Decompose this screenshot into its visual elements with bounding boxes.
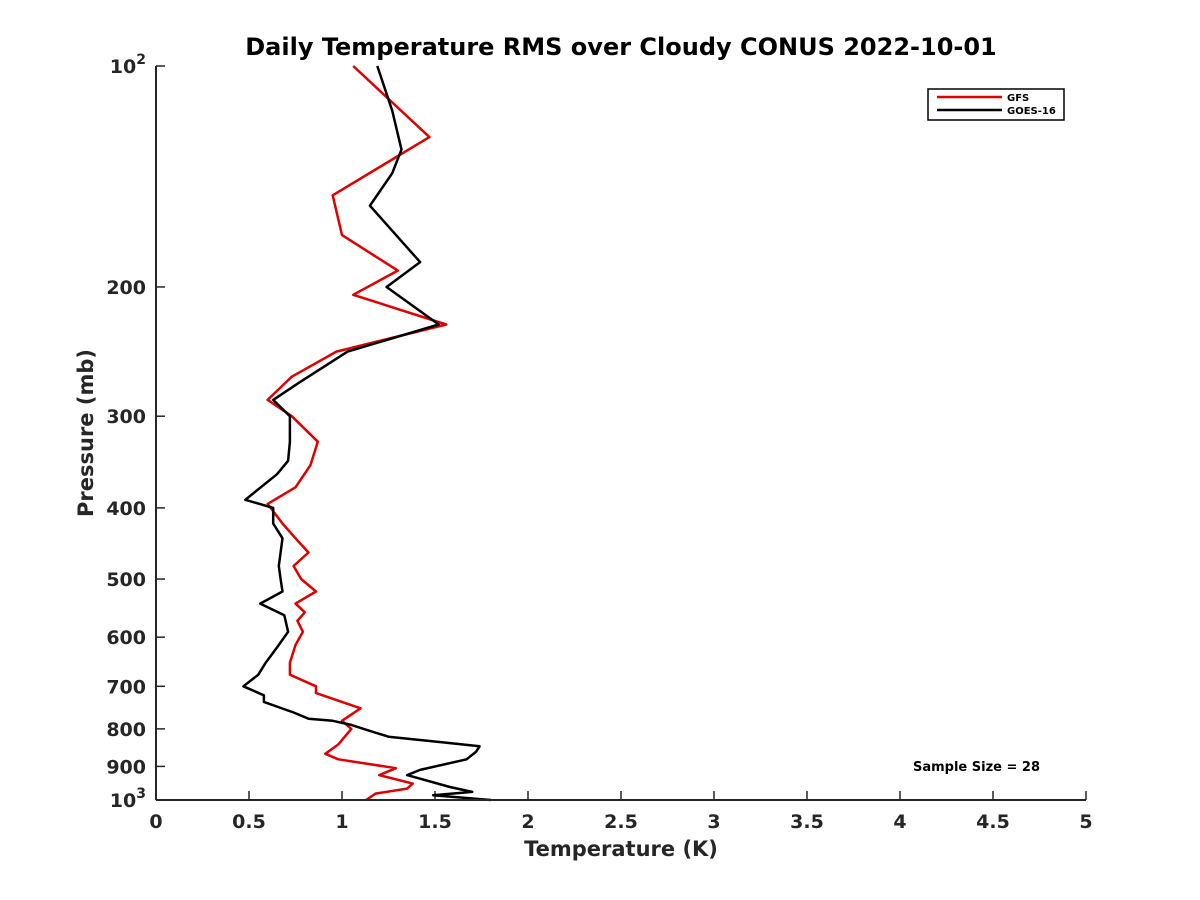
series-line-goes16 (242, 65, 491, 802)
y-tick-label: 600 (106, 627, 146, 649)
x-tick-label: 1 (335, 811, 348, 833)
y-tick-label-base: 600 (106, 627, 146, 649)
x-tick-label: 5 (1079, 811, 1092, 833)
y-tick-label: 300 (106, 406, 146, 428)
x-tick-label: 1.5 (418, 811, 452, 833)
y-tick-label: 500 (106, 569, 146, 591)
chart-title: Daily Temperature RMS over Cloudy CONUS … (245, 33, 997, 61)
x-tick-label: 2.5 (604, 811, 638, 833)
y-tick-label-base: 900 (106, 756, 146, 778)
y-tick-label: 103 (110, 786, 146, 812)
plot-area (156, 66, 1086, 800)
y-tick-label: 800 (106, 719, 146, 741)
y-tick-label-base: 10 (110, 56, 136, 78)
y-tick-label: 700 (106, 676, 146, 698)
y-tick-label-base: 700 (106, 676, 146, 698)
x-tick-label: 3.5 (790, 811, 824, 833)
y-tick-label-exponent: 3 (136, 786, 146, 802)
y-tick-label-exponent: 2 (136, 52, 146, 68)
y-tick-label-base: 800 (106, 719, 146, 741)
series-lines (242, 65, 491, 802)
x-tick-label: 2 (521, 811, 534, 833)
legend-label-goes16: GOES-16 (1007, 106, 1056, 117)
y-tick-label: 400 (106, 498, 146, 520)
legend-label-gfs: GFS (1007, 93, 1029, 104)
x-tick-label: 0.5 (232, 811, 266, 833)
y-tick-label: 200 (106, 277, 146, 299)
y-tick-label-base: 10 (110, 790, 136, 812)
y-axis-title: Pressure (mb) (74, 349, 98, 517)
y-tick-label-base: 400 (106, 498, 146, 520)
x-tick-label: 4.5 (976, 811, 1010, 833)
sample-size-annotation: Sample Size = 28 (913, 760, 1040, 775)
legend-box (927, 88, 1065, 121)
legend: GFS GOES-16 (927, 88, 1065, 121)
y-tick-label: 900 (106, 756, 146, 778)
x-axis-ticks: 0 0.5 1 1.5 2 2.5 3 3.5 4 4.5 5 (149, 791, 1093, 833)
y-tick-label-base: 200 (106, 277, 146, 299)
y-tick-label: 102 (110, 52, 146, 78)
x-tick-label: 0 (149, 811, 162, 833)
series-line-gfs (266, 65, 448, 802)
x-tick-label: 3 (707, 811, 720, 833)
x-axis-title: Temperature (K) (524, 837, 718, 861)
y-tick-label-base: 300 (106, 406, 146, 428)
y-tick-label-base: 500 (106, 569, 146, 591)
x-tick-label: 4 (893, 811, 906, 833)
